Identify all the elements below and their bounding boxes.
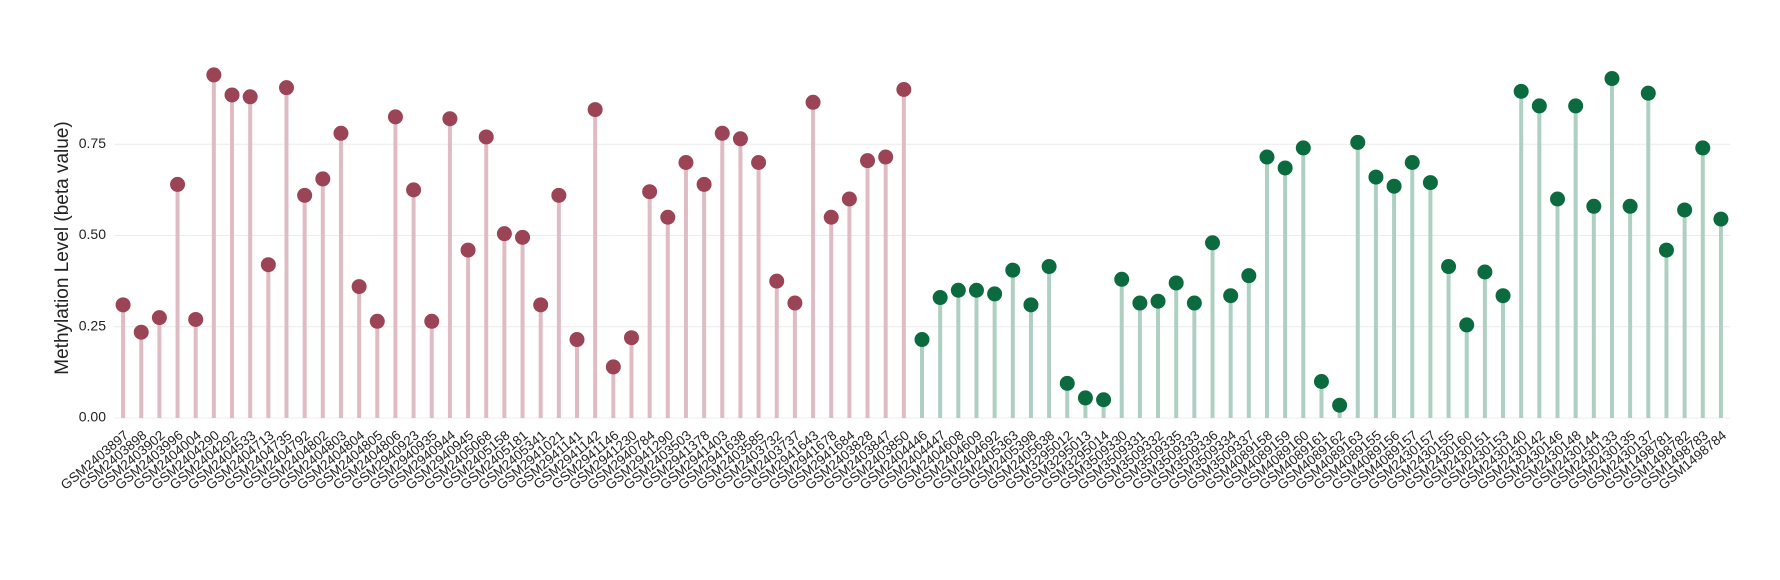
point <box>987 286 1003 302</box>
point <box>1658 242 1674 258</box>
point <box>406 182 422 198</box>
point <box>751 155 767 170</box>
point <box>151 310 167 326</box>
point <box>533 297 549 313</box>
point <box>133 324 149 340</box>
point <box>587 102 603 118</box>
point <box>569 332 585 348</box>
point <box>1277 160 1293 176</box>
point <box>351 279 367 295</box>
point <box>315 171 331 187</box>
point <box>1259 149 1275 165</box>
point <box>878 149 894 165</box>
point <box>1005 262 1021 278</box>
point <box>678 155 694 170</box>
point <box>369 313 385 329</box>
y-tick-label: 0.50 <box>79 226 106 242</box>
point <box>1096 392 1112 408</box>
point <box>1622 198 1638 214</box>
point <box>460 242 476 258</box>
point <box>714 125 730 141</box>
point <box>1586 198 1602 214</box>
point <box>1713 211 1729 227</box>
point <box>333 125 349 141</box>
point <box>1132 295 1148 311</box>
point <box>968 282 984 298</box>
point <box>1404 155 1420 170</box>
point <box>914 332 930 348</box>
point <box>1477 264 1493 280</box>
point <box>1495 288 1511 304</box>
point <box>1368 169 1384 185</box>
y-axis-title: Methylation Level (beta value) <box>52 121 73 374</box>
point <box>1441 259 1457 275</box>
point <box>1041 259 1057 275</box>
y-tick-label: 0.75 <box>79 135 106 151</box>
point <box>1550 191 1566 207</box>
point <box>260 257 276 273</box>
point <box>787 295 803 311</box>
point <box>1059 375 1075 391</box>
point <box>1223 288 1239 304</box>
y-tick-label: 0.25 <box>79 317 106 333</box>
point <box>860 153 876 169</box>
point <box>732 131 748 147</box>
point <box>1205 235 1221 251</box>
point <box>188 311 204 327</box>
point <box>896 82 912 97</box>
point <box>278 80 294 96</box>
point <box>1313 374 1329 389</box>
point <box>823 209 839 225</box>
point <box>387 109 403 125</box>
point <box>115 297 131 313</box>
point <box>1640 85 1656 101</box>
point <box>1295 140 1311 156</box>
point <box>206 67 222 83</box>
point <box>1386 178 1402 194</box>
point <box>642 184 658 200</box>
point <box>551 187 567 203</box>
point <box>478 129 494 145</box>
point <box>805 94 821 110</box>
point <box>297 187 313 203</box>
point <box>1513 83 1529 99</box>
point <box>769 273 785 289</box>
point <box>224 87 240 103</box>
point <box>1241 268 1257 284</box>
point <box>1531 98 1547 114</box>
point <box>950 282 966 298</box>
point <box>1332 397 1348 413</box>
point <box>623 330 639 346</box>
point <box>696 176 712 192</box>
point <box>1186 295 1202 311</box>
point <box>515 229 531 245</box>
point <box>660 209 676 225</box>
point <box>1350 134 1366 150</box>
point <box>242 89 258 105</box>
point <box>170 176 186 192</box>
point <box>424 313 440 329</box>
point <box>1023 297 1039 313</box>
point <box>496 226 512 242</box>
point <box>1568 98 1584 114</box>
point <box>1677 202 1693 218</box>
point <box>1422 175 1438 191</box>
point <box>442 111 458 127</box>
point <box>1459 317 1475 333</box>
point <box>1077 390 1093 406</box>
point <box>1150 293 1166 309</box>
y-tick-label: 0.00 <box>79 409 106 425</box>
point <box>841 191 857 207</box>
point <box>1168 275 1184 291</box>
point <box>1604 71 1620 87</box>
point <box>1695 140 1711 156</box>
point <box>605 359 621 375</box>
point <box>1114 271 1130 287</box>
point <box>932 290 948 306</box>
